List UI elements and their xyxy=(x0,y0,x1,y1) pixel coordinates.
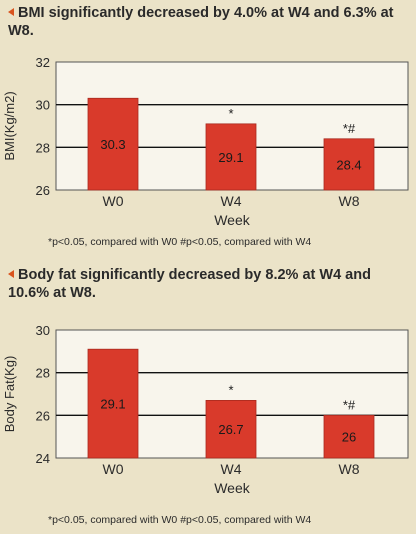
x-tick-label: W8 xyxy=(339,461,360,477)
triangle-left-bullet-icon xyxy=(8,270,14,278)
bar xyxy=(205,123,257,191)
significance-marker: * xyxy=(228,382,233,397)
y-tick-label: 26 xyxy=(36,408,50,423)
y-tick-label: 30 xyxy=(36,323,50,338)
bar-value-label: 26 xyxy=(342,430,356,445)
y-tick-label: 30 xyxy=(36,98,50,113)
triangle-left-bullet-icon xyxy=(8,8,14,16)
y-tick-label: 32 xyxy=(36,55,50,70)
bar-value-label: 28.4 xyxy=(336,157,361,172)
x-tick-label: W8 xyxy=(339,193,360,209)
y-axis-title: Body Fat(Kg) xyxy=(2,356,17,433)
bar-value-label: 30.3 xyxy=(100,137,125,152)
bar xyxy=(323,414,375,459)
x-tick-label: W4 xyxy=(221,461,242,477)
y-tick-label: 24 xyxy=(36,451,50,466)
significance-marker: * xyxy=(228,106,233,121)
significance-marker: *# xyxy=(343,121,356,136)
x-tick-label: W0 xyxy=(103,193,124,209)
bar-value-label: 29.1 xyxy=(100,397,125,412)
chart-2-heading: Body fat significantly decreased by 8.2%… xyxy=(8,266,412,302)
chart-2-heading-text: Body fat significantly decreased by 8.2%… xyxy=(8,267,371,301)
bar xyxy=(87,97,139,191)
bar-value-label: 26.7 xyxy=(218,422,243,437)
x-axis-title: Week xyxy=(214,212,251,228)
bmi-bar-chart: 26 28 30 32 30.3 W0 29.1 * W4 28.4 *# W8 Week BMI(Kg/… xyxy=(2,55,409,228)
significance-marker: *# xyxy=(343,397,356,412)
bar xyxy=(323,138,375,191)
bar-value-label: 29.1 xyxy=(218,150,243,165)
chart-1-footnote: *p<0.05, compared with W0 #p<0.05, compa… xyxy=(48,236,312,248)
x-axis-title: Week xyxy=(214,480,251,496)
bar xyxy=(205,400,257,459)
y-tick-label: 28 xyxy=(36,366,50,381)
body-fat-bar-chart: 24 26 28 30 29.1 W0 26.7 * W4 26 *# W8 Week Body Fat(… xyxy=(2,323,409,496)
y-axis-title: BMI(Kg/m2) xyxy=(2,91,17,160)
chart-1-heading-text: BMI significantly decreased by 4.0% at W… xyxy=(8,5,394,39)
y-tick-label: 26 xyxy=(36,183,50,198)
chart-1-heading: BMI significantly decreased by 4.0% at W… xyxy=(8,4,412,40)
bar xyxy=(87,348,139,459)
chart-2-footnote: *p<0.05, compared with W0 #p<0.05, compa… xyxy=(48,514,312,526)
x-tick-label: W4 xyxy=(221,193,242,209)
y-tick-label: 28 xyxy=(36,140,50,155)
x-tick-label: W0 xyxy=(103,461,124,477)
